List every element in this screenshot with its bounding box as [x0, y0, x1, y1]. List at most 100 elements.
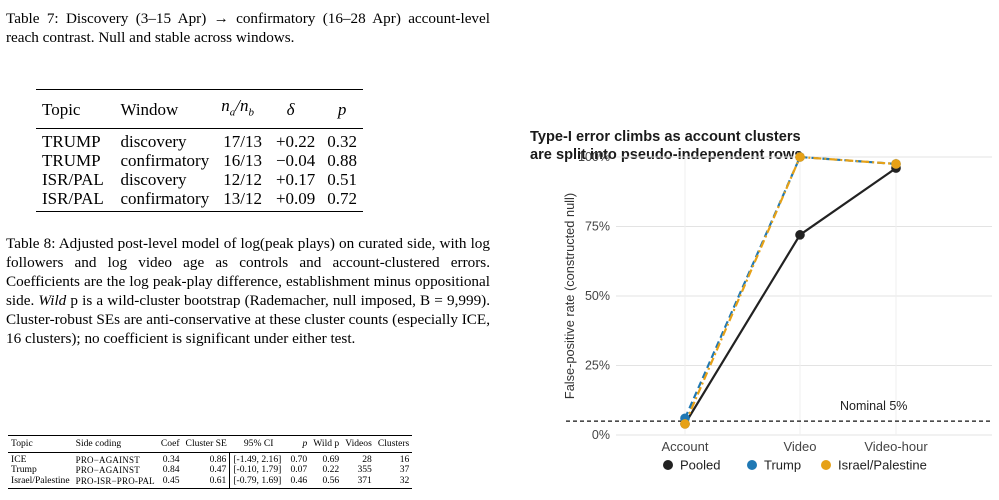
t7-cell: +0.22	[275, 132, 316, 152]
x-tick-label: Video-hour	[864, 439, 928, 454]
t7-cell: 0.51	[327, 170, 358, 190]
table8: Topic Side coding Coef Cluster SE 95% CI…	[8, 435, 413, 489]
chart-title-line-2: are split into pseudo-independent rows	[530, 147, 803, 163]
chart-title-line-1: Type-I error climbs as account clusters	[530, 129, 801, 145]
t8-header: Cluster SE	[182, 435, 230, 453]
series-line-israel-palestine	[683, 155, 897, 425]
y-tick-label: 50%	[585, 289, 610, 303]
y-tick-label: 100%	[578, 150, 610, 164]
t8-cell: 0.84	[162, 464, 180, 475]
table-row: Trump PRO−AGAINST 0.84 0.47 [-0.10, 1.79…	[8, 464, 412, 476]
t8-cell: 0.45	[157, 475, 183, 489]
legend-marker	[663, 460, 673, 470]
t7-cell: 0.32	[327, 132, 358, 152]
series-line-trump	[683, 155, 897, 419]
t7-cell: discovery	[120, 132, 187, 152]
t8-cell: 0.69	[322, 453, 340, 465]
data-point	[680, 419, 690, 429]
t8-cell: Trump	[11, 464, 37, 475]
t8-cell: 0.07	[290, 464, 308, 475]
t7-cell: 16/13	[223, 151, 262, 171]
t7-header-topic: Topic	[36, 88, 115, 130]
t7-cell: ISR/PAL	[42, 170, 104, 190]
table-row: Israel/Palestine PRO-ISR−PRO-PAL 0.45 0.…	[8, 475, 413, 489]
t8-header: Clusters	[374, 435, 413, 453]
t7-cell: confirmatory	[114, 189, 216, 213]
t7-cell: TRUMP	[42, 151, 101, 171]
t7-cell: confirmatory	[120, 151, 210, 171]
t8-header: Side coding	[72, 435, 158, 453]
table8-caption: Table 8: Adjusted post-level model of lo…	[6, 234, 490, 348]
t8-cell: [-0.10, 1.79]	[229, 464, 288, 476]
data-point	[891, 159, 901, 169]
reference-line-label: Nominal 5%	[840, 399, 907, 413]
y-tick-label: 75%	[585, 220, 610, 234]
t7-cell: 12/12	[223, 170, 262, 190]
y-tick-label: 25%	[585, 359, 610, 373]
t7-cell: TRUMP	[42, 132, 101, 152]
t7-header-nanb: na/nb	[215, 88, 270, 130]
t8-cell: 0.56	[310, 475, 343, 489]
y-axis-label: False-positive rate (constructed null)	[562, 193, 577, 399]
t8-cell: 37	[399, 464, 410, 475]
t8-cell: 0.34	[162, 453, 180, 465]
t8-cell: PRO−AGAINST	[75, 465, 140, 475]
t8-cell: PRO−AGAINST	[75, 454, 140, 465]
table-row: ISR/PAL confirmatory 13/12 +0.09 0.72	[36, 189, 364, 213]
table-row: TRUMP confirmatory 16/13 −0.04 0.88	[36, 151, 363, 170]
t7-cell: 13/12	[215, 189, 270, 213]
t8-header: Coef	[157, 435, 183, 453]
table-row: ICE PRO−AGAINST 0.34 0.86 [-1.49, 2.16] …	[8, 452, 412, 465]
y-tick-label: 0%	[592, 428, 610, 442]
t8-cell: 371	[342, 475, 375, 489]
legend-marker	[821, 460, 831, 470]
t8-cell: 0.47	[209, 464, 227, 475]
table8-caption-a: Table 8: Adjusted post-level model of lo…	[6, 235, 490, 309]
t7-cell: ISR/PAL	[36, 189, 115, 213]
t8-cell: 32	[374, 475, 413, 489]
t8-header: Topic	[8, 435, 73, 453]
t8-header: p	[287, 435, 311, 453]
t7-cell: 0.72	[321, 189, 364, 213]
legend-label: Israel/Palestine	[838, 458, 927, 473]
t8-cell: ICE	[11, 453, 27, 465]
table7: Topic Window na/nb δ p TRUMP discovery 1…	[36, 88, 364, 213]
table-row: TRUMP discovery 17/13 +0.22 0.32	[36, 129, 363, 152]
table8-caption-b: p is a wild-cluster bootstrap (Rademache…	[6, 292, 491, 347]
table7-caption: Table 7: Discovery (3–15 Apr) → confirma…	[6, 10, 490, 46]
t7-cell: +0.09	[269, 189, 322, 213]
t7-cell: +0.17	[275, 170, 316, 190]
t8-cell: 16	[399, 453, 410, 465]
x-tick-label: Video	[783, 439, 816, 454]
legend-label: Pooled	[680, 458, 720, 473]
t8-cell: [-0.79, 1.69]	[229, 475, 288, 489]
table8-caption-wild: Wild	[38, 292, 67, 309]
t8-cell: Israel/Palestine	[8, 475, 73, 489]
legend-label: Trump	[764, 458, 801, 473]
t8-header: 95% CI	[229, 435, 288, 453]
t8-cell: 0.61	[182, 475, 230, 489]
t7-header-window: Window	[114, 88, 216, 130]
t8-cell: 0.70	[290, 453, 308, 465]
t7-cell: discovery	[120, 170, 187, 190]
t8-cell: 0.22	[322, 464, 340, 475]
t8-cell: 355	[357, 464, 372, 475]
t8-cell: 28	[362, 453, 372, 465]
t8-cell: [-1.49, 2.16]	[229, 452, 288, 465]
t7-header-p: p	[321, 88, 364, 130]
chart-title: Type-I error climbs as account clusters …	[530, 128, 802, 164]
t7-cell: 0.88	[327, 151, 358, 171]
t7-header-delta: δ	[269, 88, 322, 130]
t7-cell: 17/13	[223, 132, 262, 152]
data-point	[795, 230, 805, 240]
table-row: ISR/PAL discovery 12/12 +0.17 0.51	[36, 170, 363, 189]
t8-cell: 0.86	[209, 453, 227, 465]
t8-cell: PRO-ISR−PRO-PAL	[72, 475, 158, 489]
false-positive-chart: 0% 25% 50% 75% 100% Account Video Video-hour Nom…	[562, 150, 992, 473]
t7-cell: −0.04	[275, 151, 316, 171]
legend-marker	[747, 460, 757, 470]
t8-header: Wild p	[310, 435, 343, 453]
x-tick-label: Account	[662, 439, 709, 454]
t8-header: Videos	[342, 435, 375, 453]
t8-cell: 0.46	[287, 475, 311, 489]
